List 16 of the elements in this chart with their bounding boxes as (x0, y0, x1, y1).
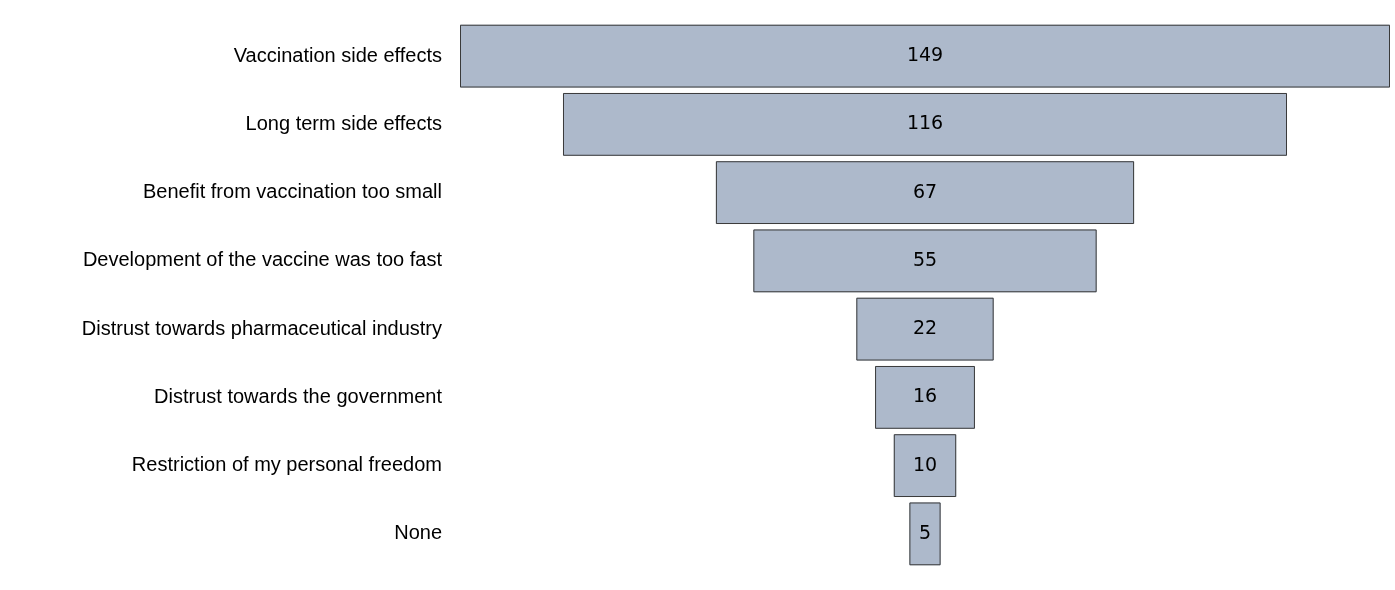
data-label: 149 (906, 43, 944, 66)
category-label: None (394, 521, 442, 544)
data-label: 5 (918, 520, 932, 543)
data-label: 10 (912, 452, 938, 475)
data-label: 16 (912, 384, 938, 407)
category-label: Benefit from vaccination too small (142, 180, 442, 203)
category-label: Development of the vaccine was too fast (82, 248, 443, 271)
category-label: Long term side effects (245, 111, 442, 134)
data-label: 67 (912, 179, 938, 202)
data-label: 55 (912, 247, 938, 270)
category-label: Distrust towards pharmaceutical industry (81, 316, 442, 339)
data-label: 116 (906, 111, 944, 134)
category-label: Distrust towards the government (154, 384, 443, 407)
category-label: Restriction of my personal freedom (131, 453, 442, 476)
category-label: Vaccination side effects (233, 43, 442, 66)
data-label: 22 (912, 316, 938, 339)
